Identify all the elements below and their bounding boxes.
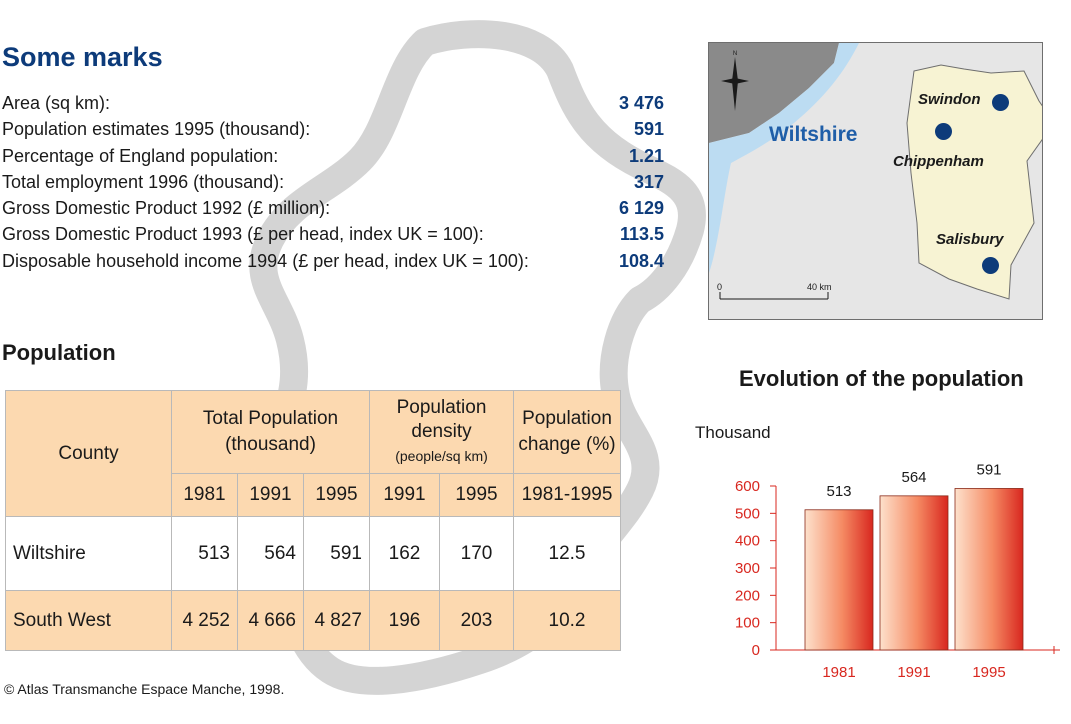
y-tick-label: 500 — [735, 505, 760, 522]
y-tick-label: 400 — [735, 533, 760, 550]
town-dot-icon — [982, 257, 999, 274]
table-cell: 196 — [369, 590, 440, 651]
bar-value-label: 564 — [901, 469, 926, 486]
mark-row-household-income: Disposable household income 1994 (£ per … — [2, 248, 664, 274]
density-header-label: Population density — [396, 397, 487, 442]
county-name: Wiltshire — [5, 516, 172, 591]
table-cell: 4 827 — [303, 590, 370, 651]
mark-row-gdp-1993: Gross Domestic Product 1993 (£ per head,… — [2, 221, 664, 247]
year-header: 1981 — [171, 473, 238, 517]
x-category-label: 1995 — [972, 664, 1005, 681]
town-label-swindon: Swindon — [918, 91, 981, 108]
table-cell: 4 252 — [171, 590, 238, 651]
bristol-channel-water — [709, 43, 859, 273]
mark-row-population: Population estimates 1995 (thousand): 59… — [2, 116, 664, 142]
mark-value: 108.4 — [618, 250, 664, 271]
y-tick-label: 100 — [735, 615, 760, 632]
population-bar-chart: 0 100 200 300 400 500 600 513 1981 564 1991 591 1995 — [735, 461, 1060, 681]
y-tick-label: 300 — [735, 560, 760, 577]
bar — [954, 488, 1024, 651]
scale-end-label: 40 km — [807, 282, 832, 292]
mark-label: Disposable household income 1994 (£ per … — [2, 250, 529, 271]
population-table: County Total Population (thousand) Popul… — [5, 390, 621, 651]
bar-value-label: 513 — [826, 483, 851, 500]
scale-bar — [719, 292, 829, 300]
table-row: Wiltshire 513 564 591 162 170 12.5 — [5, 516, 621, 591]
change-header: Population change (%) — [513, 390, 621, 474]
town-dot-icon — [992, 94, 1009, 111]
mark-label: Total employment 1996 (thousand): — [2, 171, 285, 192]
mark-row-employment: Total employment 1996 (thousand): 317 — [2, 169, 664, 195]
table-cell: 513 — [171, 516, 238, 591]
table-cell: 203 — [439, 590, 514, 651]
mark-value: 591 — [633, 119, 664, 140]
density-unit-label: (people/sq km) — [395, 448, 488, 464]
table-year-row: 1981 1991 1995 1991 1995 1981-1995 — [6, 473, 621, 517]
mark-label: Gross Domestic Product 1993 (£ per head,… — [2, 224, 484, 245]
mark-label: Area (sq km): — [2, 93, 111, 113]
mark-value: 1.21 — [628, 145, 664, 166]
mark-label: Gross Domestic Product 1992 (£ million): — [2, 198, 331, 219]
county-name: South West — [5, 590, 172, 651]
density-header: Population density (people/sq km) — [369, 390, 514, 474]
county-header: County — [5, 390, 172, 517]
map-graphic — [709, 43, 1042, 319]
table-cell: 4 666 — [237, 590, 304, 651]
table-row: South West 4 252 4 666 4 827 196 203 10.… — [5, 590, 621, 651]
chart-unit-label: Thousand — [695, 423, 771, 442]
x-category-label: 1981 — [822, 664, 855, 681]
marks-list: Area (sq km): 3 476 Population estimates… — [2, 90, 664, 274]
total-population-header: Total Population (thousand) — [171, 390, 370, 474]
mark-value: 6 129 — [618, 198, 664, 219]
mark-row-gdp-1992: Gross Domestic Product 1992 (£ million):… — [2, 195, 664, 221]
y-tick-label: 600 — [735, 478, 760, 495]
y-tick-label: 0 — [752, 642, 760, 659]
table-cell: 10.2 — [513, 590, 621, 651]
mark-label: Population estimates 1995 (thousand): — [2, 119, 311, 140]
year-header: 1995 — [303, 473, 370, 517]
source-credit: © Atlas Transmanche Espace Manche, 1998. — [4, 681, 285, 697]
mark-row-england-share: Percentage of England population: 1.21 — [2, 143, 664, 169]
town-dot-icon — [935, 123, 952, 140]
year-header: 1981-1995 — [513, 473, 621, 517]
year-header: 1995 — [439, 473, 514, 517]
population-title: Population — [2, 340, 116, 365]
mark-label: Percentage of England population: — [2, 145, 279, 166]
map-county-label: Wiltshire — [769, 123, 858, 146]
chart-title: Evolution of the population — [739, 366, 1024, 391]
table-cell: 12.5 — [513, 516, 621, 591]
location-map: N Wiltshire Swindon Chippenham Salisbury… — [708, 42, 1043, 320]
year-header: 1991 — [237, 473, 304, 517]
table-cell: 162 — [369, 516, 440, 591]
bar — [879, 495, 949, 651]
town-label-chippenham: Chippenham — [893, 153, 984, 170]
mark-value: 113.5 — [619, 224, 664, 245]
compass-rose-icon: N — [721, 51, 749, 111]
table-header-row: County Total Population (thousand) Popul… — [5, 390, 621, 517]
some-marks-title: Some marks — [2, 42, 163, 72]
compass-north-label: N — [733, 51, 737, 57]
scale-start-label: 0 — [717, 282, 723, 292]
mark-value: 3 476 — [618, 93, 664, 113]
year-header: 1991 — [369, 473, 440, 517]
mark-row-area: Area (sq km): 3 476 — [2, 90, 664, 116]
table-cell: 170 — [439, 516, 514, 591]
table-cell: 591 — [303, 516, 370, 591]
y-tick-label: 200 — [735, 587, 760, 604]
bar — [804, 509, 874, 651]
town-label-salisbury: Salisbury — [936, 231, 1004, 248]
table-cell: 564 — [237, 516, 304, 591]
bar-value-label: 591 — [976, 461, 1001, 478]
land-area-wales — [709, 43, 839, 143]
x-category-label: 1991 — [897, 664, 930, 681]
mark-value: 317 — [633, 171, 664, 192]
